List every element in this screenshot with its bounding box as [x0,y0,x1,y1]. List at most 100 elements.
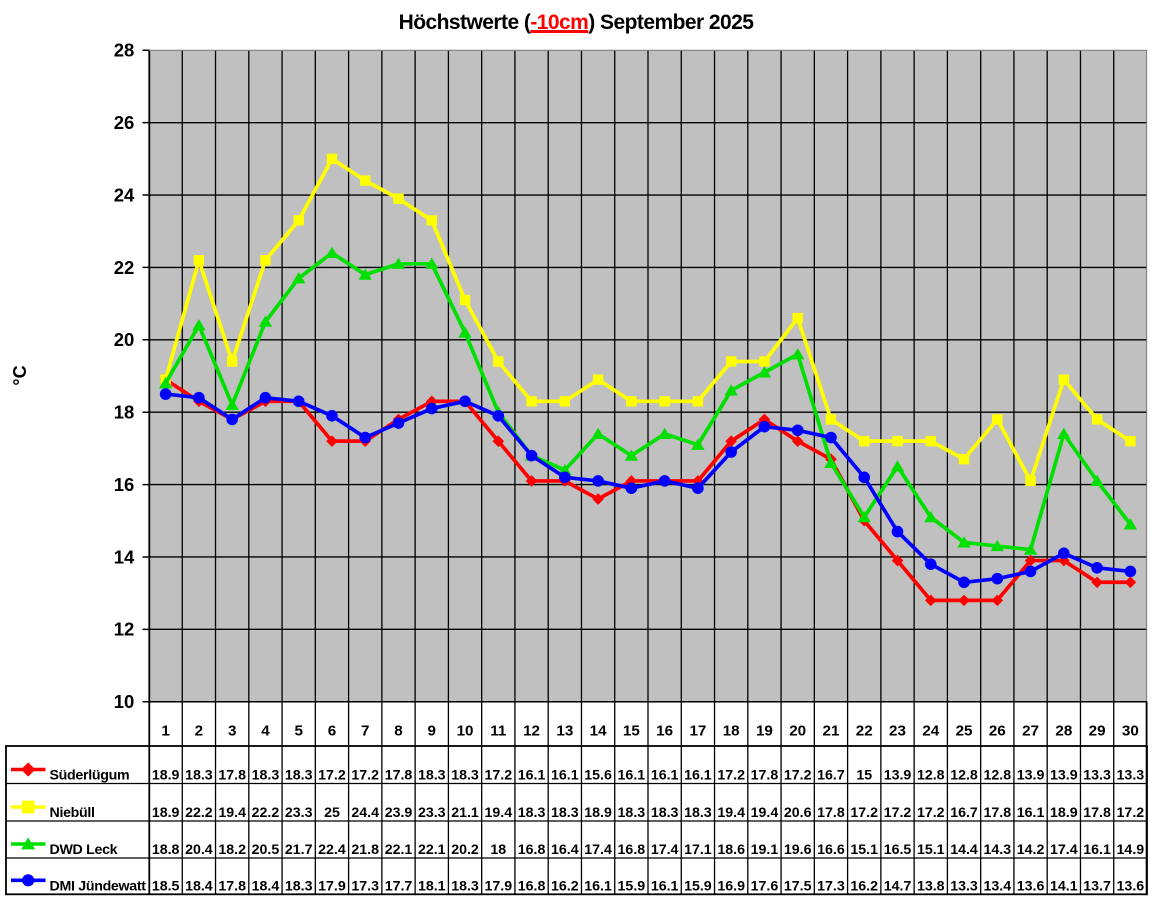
svg-text:18.9: 18.9 [1050,805,1078,821]
svg-text:15.1: 15.1 [917,842,945,858]
svg-text:16.1: 16.1 [584,878,612,894]
svg-text:22.2: 22.2 [185,805,213,821]
svg-text:17: 17 [689,722,706,739]
svg-text:°C: °C [10,365,30,385]
svg-text:16.4: 16.4 [551,842,579,858]
svg-text:17.2: 17.2 [484,768,512,784]
svg-text:18.3: 18.3 [285,878,313,894]
svg-text:13.9: 13.9 [1017,768,1045,784]
svg-text:18.4: 18.4 [185,878,213,894]
svg-text:30: 30 [1122,722,1139,739]
svg-text:13.4: 13.4 [983,878,1011,894]
svg-text:16.1: 16.1 [518,768,546,784]
svg-text:21.8: 21.8 [351,842,379,858]
svg-text:13.6: 13.6 [1117,878,1145,894]
svg-text:24.4: 24.4 [351,805,379,821]
svg-text:13.8: 13.8 [917,878,945,894]
svg-text:17.9: 17.9 [318,878,346,894]
svg-text:18.3: 18.3 [252,768,280,784]
svg-text:14: 14 [590,722,607,739]
svg-text:17.6: 17.6 [751,878,779,894]
svg-text:14.3: 14.3 [983,842,1011,858]
svg-text:19: 19 [756,722,773,739]
svg-text:28: 28 [1055,722,1072,739]
svg-text:17.5: 17.5 [784,878,812,894]
svg-text:17.8: 17.8 [385,768,413,784]
svg-text:17.7: 17.7 [385,878,413,894]
svg-text:18.1: 18.1 [418,878,446,894]
svg-text:16: 16 [656,722,673,739]
svg-text:16.5: 16.5 [884,842,912,858]
svg-text:23: 23 [889,722,906,739]
svg-text:Niebüll: Niebüll [50,805,95,821]
svg-text:18: 18 [114,402,135,423]
svg-text:16.2: 16.2 [551,878,579,894]
svg-text:28: 28 [114,40,135,61]
svg-text:17.8: 17.8 [218,878,246,894]
svg-text:9: 9 [428,722,436,739]
svg-text:26: 26 [989,722,1006,739]
svg-text:16.1: 16.1 [651,768,679,784]
svg-text:16.8: 16.8 [518,842,546,858]
svg-text:14.9: 14.9 [1117,842,1145,858]
svg-text:DWD Leck: DWD Leck [50,842,118,858]
svg-text:21.1: 21.1 [451,805,479,821]
svg-text:16.7: 16.7 [950,805,978,821]
svg-text:18.3: 18.3 [518,805,546,821]
svg-text:16.1: 16.1 [1017,805,1045,821]
svg-text:17.2: 17.2 [850,805,878,821]
svg-text:17.3: 17.3 [817,878,845,894]
svg-text:20.5: 20.5 [252,842,280,858]
svg-text:16.8: 16.8 [618,842,646,858]
svg-text:18.3: 18.3 [618,805,646,821]
svg-text:24: 24 [114,184,135,205]
svg-text:18.3: 18.3 [185,768,213,784]
svg-text:18.9: 18.9 [584,805,612,821]
svg-text:14.1: 14.1 [1050,878,1078,894]
svg-text:13.9: 13.9 [1050,768,1078,784]
svg-text:17.2: 17.2 [917,805,945,821]
svg-text:18.9: 18.9 [152,768,180,784]
svg-text:6: 6 [328,722,336,739]
svg-text:12.8: 12.8 [950,768,978,784]
svg-text:22.4: 22.4 [318,842,346,858]
svg-text:14.4: 14.4 [950,842,978,858]
svg-text:18.3: 18.3 [551,805,579,821]
svg-text:14.7: 14.7 [884,878,912,894]
svg-text:17.2: 17.2 [884,805,912,821]
svg-text:19.4: 19.4 [717,805,745,821]
svg-text:Süderlügum: Süderlügum [50,768,130,784]
svg-text:18.3: 18.3 [285,768,313,784]
svg-text:13.7: 13.7 [1083,878,1111,894]
svg-text:19.6: 19.6 [784,842,812,858]
svg-text:17.8: 17.8 [817,805,845,821]
svg-text:18.3: 18.3 [418,768,446,784]
svg-text:17.8: 17.8 [751,768,779,784]
svg-text:1: 1 [161,722,170,739]
svg-text:23.3: 23.3 [418,805,446,821]
svg-text:13.3: 13.3 [1117,768,1145,784]
svg-text:23.9: 23.9 [385,805,413,821]
svg-text:13.3: 13.3 [1083,768,1111,784]
svg-text:18.4: 18.4 [252,878,280,894]
svg-text:16.8: 16.8 [518,878,546,894]
svg-text:20.2: 20.2 [451,842,479,858]
svg-text:21: 21 [823,722,840,739]
svg-text:11: 11 [490,722,507,739]
svg-text:14.2: 14.2 [1017,842,1045,858]
svg-text:20.4: 20.4 [185,842,213,858]
svg-text:27: 27 [1022,722,1039,739]
svg-text:8: 8 [394,722,402,739]
svg-text:22.2: 22.2 [252,805,280,821]
svg-text:17.2: 17.2 [784,768,812,784]
svg-text:23.3: 23.3 [285,805,313,821]
svg-text:18.5: 18.5 [152,878,180,894]
svg-text:20: 20 [114,329,135,350]
svg-text:19.4: 19.4 [751,805,779,821]
svg-text:18.9: 18.9 [152,805,180,821]
svg-text:17.2: 17.2 [351,768,379,784]
svg-text:16.1: 16.1 [618,768,646,784]
svg-text:22: 22 [856,722,873,739]
svg-text:10: 10 [114,691,135,712]
svg-text:17.2: 17.2 [1117,805,1145,821]
